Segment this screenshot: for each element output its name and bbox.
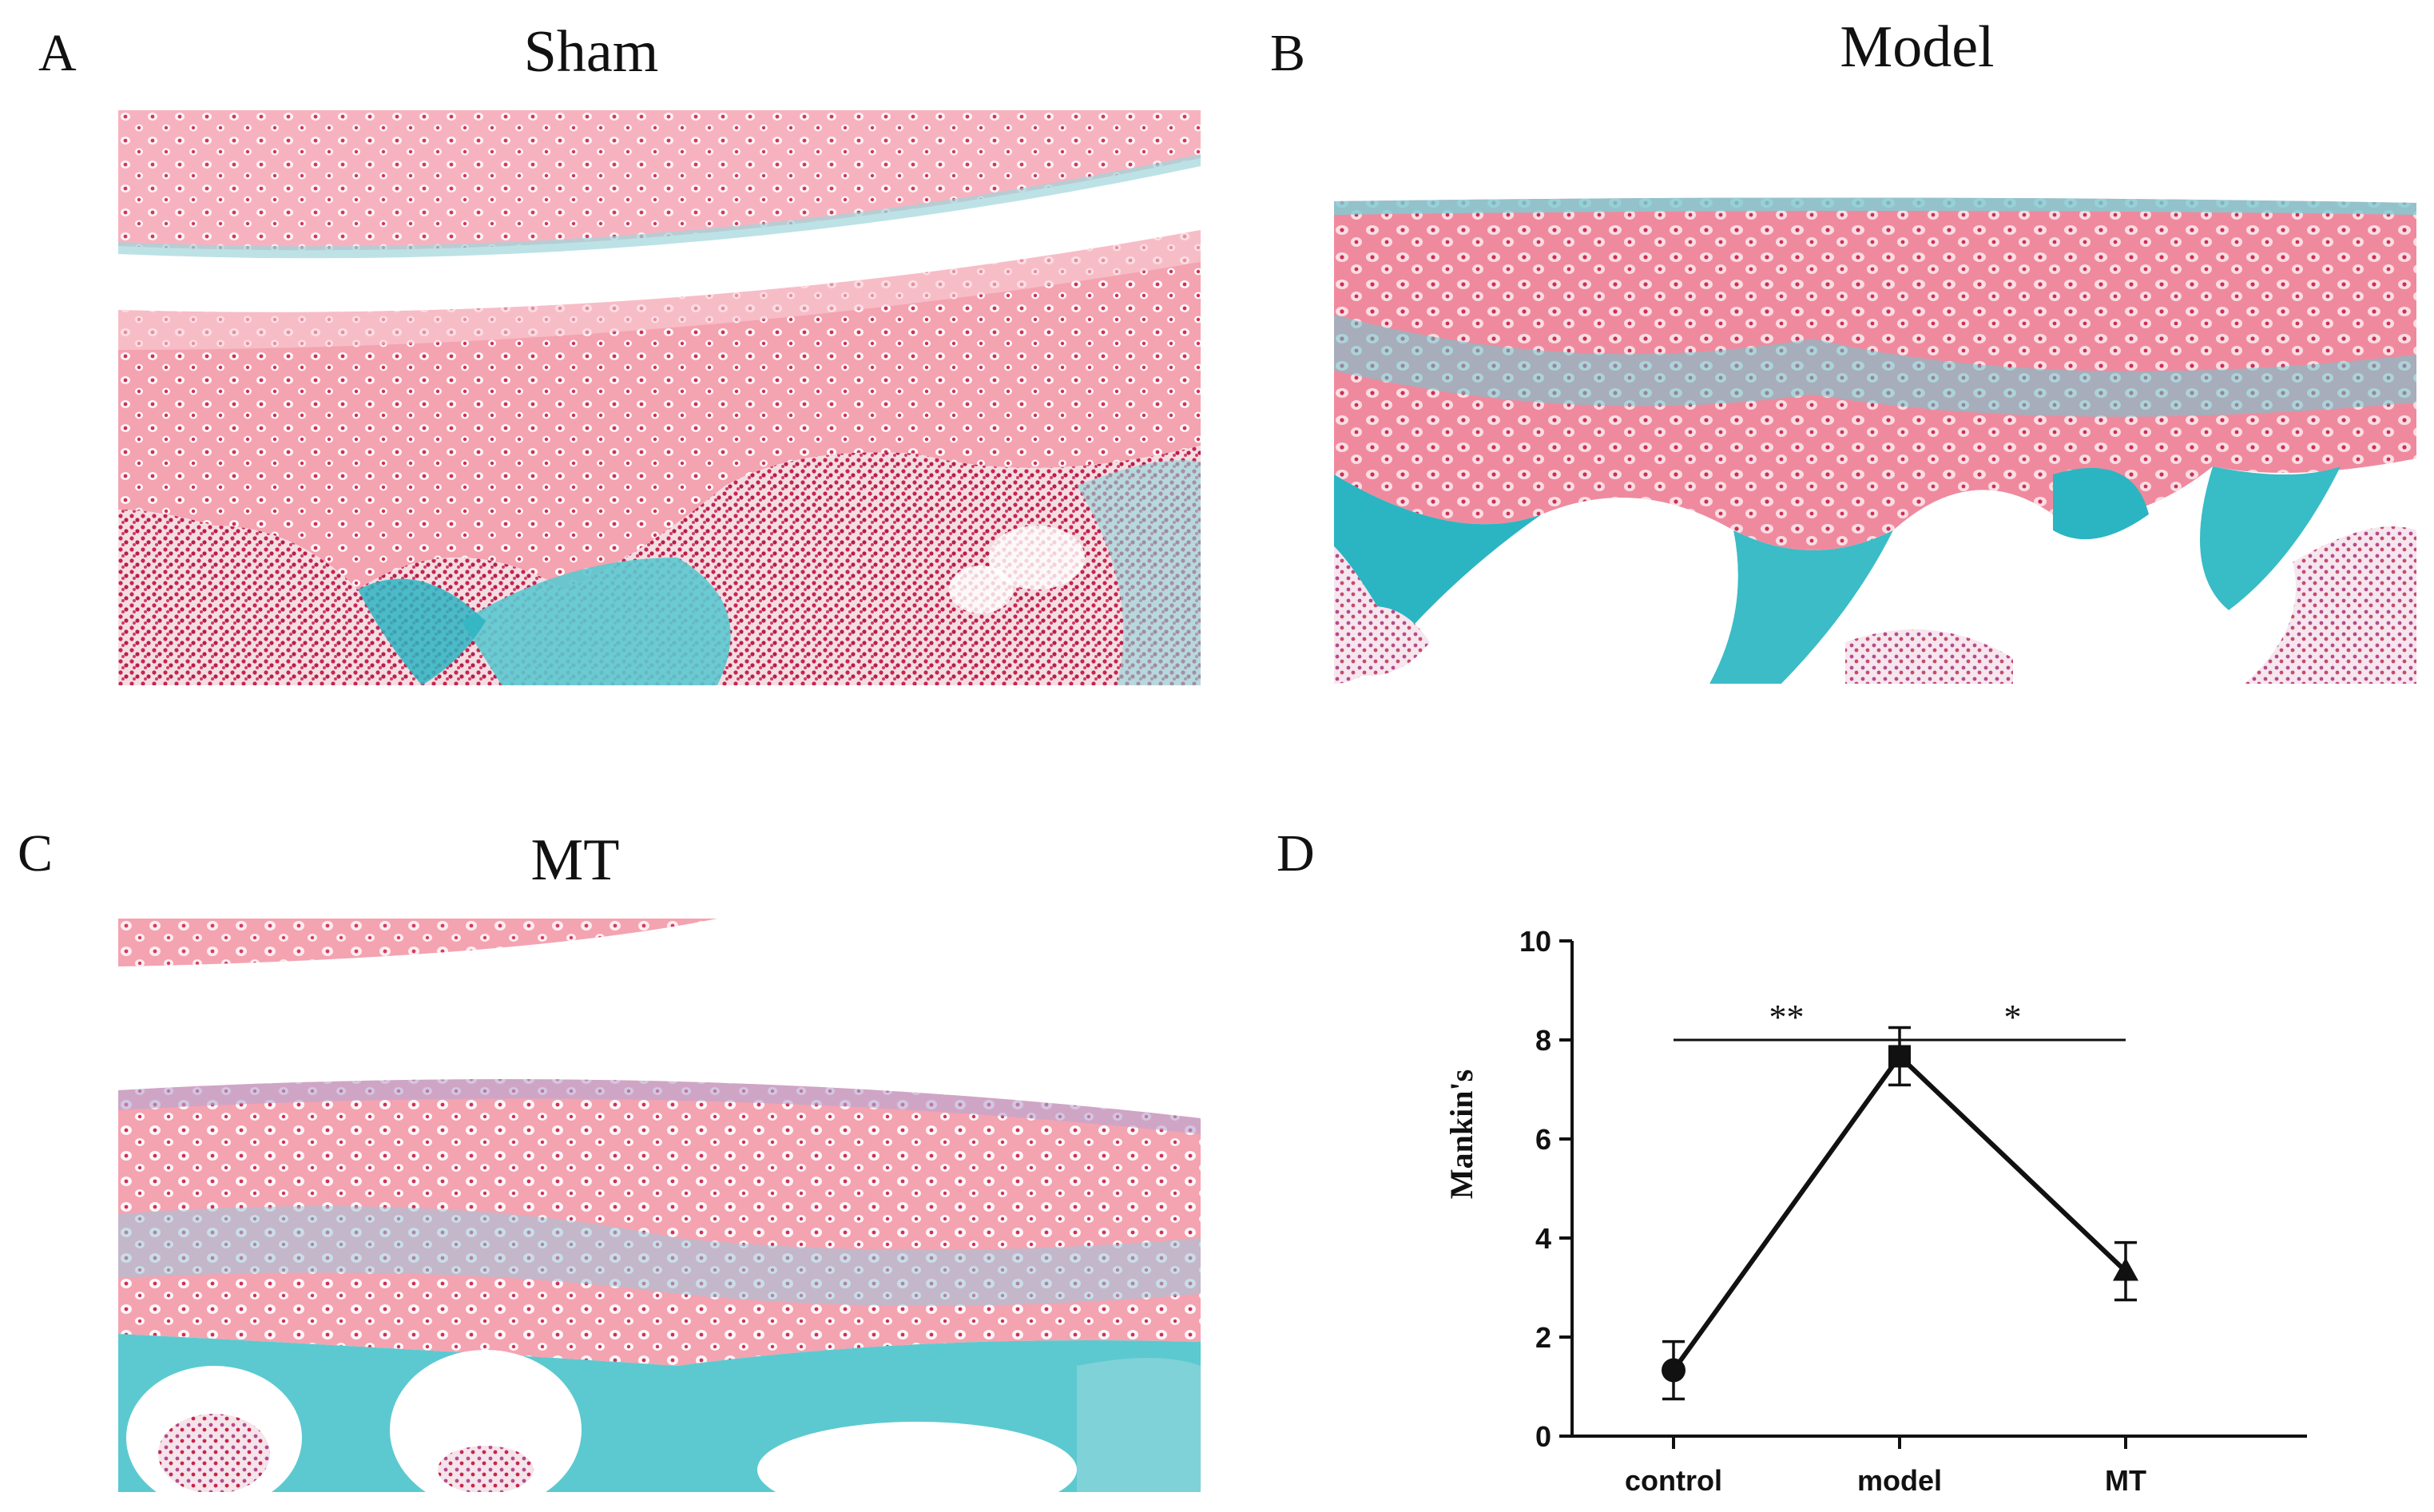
data-point-model [1888,1045,1911,1068]
micrograph-model [1334,195,2416,684]
y-tick-label: 10 [1519,925,1551,958]
data-point-mt [2113,1257,2138,1281]
significance-label: * [2004,998,2022,1037]
y-tick-label: 4 [1535,1222,1551,1255]
panel-title-sham: Sham [523,19,659,85]
significance-bars: ** * [1674,998,2126,1042]
panel-letter-d: D [1277,824,1315,883]
data-point-control [1662,1358,1686,1383]
y-axis-label: Mankin's [1443,1070,1479,1199]
x-tick-label-control: control [1625,1464,1722,1497]
micrograph-mt [118,919,1201,1492]
y-axis: 0 2 4 6 8 10 [1519,925,1574,1453]
micrograph-sham [118,110,1201,685]
x-tick-label-model: model [1857,1464,1942,1497]
y-tick-label: 6 [1535,1123,1551,1156]
panel-letter-a: A [38,24,77,82]
panel-title-model: Model [1840,14,1995,80]
significance-label: ** [1769,998,1805,1037]
y-tick-label: 2 [1535,1321,1551,1354]
mankin-score-chart: 0 2 4 6 8 10 control model MT ** * Mankin's [1390,887,2428,1510]
y-tick-label: 8 [1535,1024,1551,1057]
panel-letter-c: C [18,824,54,883]
panel-title-mt: MT [530,827,620,893]
panel-letter-b: B [1270,24,1306,82]
mean-line [1671,1054,2128,1372]
y-tick-label: 0 [1535,1420,1551,1453]
x-axis: control model MT [1572,1435,2307,1497]
series-line [1662,1026,2138,1401]
x-tick-label-mt: MT [2105,1464,2146,1497]
